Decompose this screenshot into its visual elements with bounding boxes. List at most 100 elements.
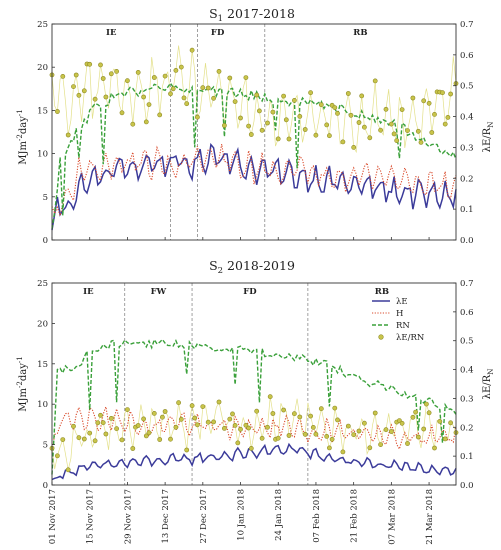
ratio-point <box>246 123 251 129</box>
ratio-point <box>87 61 93 67</box>
ratio-point <box>114 69 119 74</box>
ratio-point <box>92 438 98 444</box>
series-line-H <box>51 144 457 218</box>
ratio-point <box>189 47 195 53</box>
x-tick-label: 21 Mar 2018 <box>425 489 435 545</box>
ratio-point <box>442 121 448 127</box>
y2-tick-label: 0.5 <box>460 82 474 92</box>
ratio-point <box>440 90 445 96</box>
x-tick-label: 27 Dec 2017 <box>199 489 209 543</box>
phase-label: FW <box>151 287 167 297</box>
ratio-point <box>216 69 222 74</box>
ratio-point <box>361 420 367 426</box>
ratio-point <box>98 412 103 418</box>
series-ratio-connector <box>51 396 457 470</box>
ratio-point <box>345 91 351 96</box>
y-tick-label: 25 <box>37 279 48 289</box>
y2-tick-label: 0.0 <box>460 236 474 246</box>
ratio-point <box>176 400 181 406</box>
ratio-point <box>324 433 330 439</box>
ratio-point <box>318 102 324 108</box>
ratio-point <box>76 92 82 98</box>
ratio-point <box>243 75 249 80</box>
ratio-point <box>55 453 60 459</box>
y2-tick-label: 0.0 <box>460 481 474 491</box>
y2-tick-label: 0.4 <box>460 366 474 376</box>
ratio-point <box>361 124 367 130</box>
ratio-point <box>232 99 238 104</box>
ratio-point <box>211 95 216 101</box>
y-tick-label: 10 <box>37 400 48 410</box>
legend-label: RN <box>396 321 410 331</box>
ratio-point <box>125 407 130 412</box>
ratio-point <box>60 74 66 79</box>
ratio-point <box>348 112 354 118</box>
x-tick-label: 10 Jan 2018 <box>237 489 247 541</box>
ratio-point <box>351 144 357 150</box>
ratio-point <box>351 432 357 438</box>
ratio-point <box>76 435 82 441</box>
x-tick-label: 13 Dec 2017 <box>161 489 171 543</box>
ratio-point <box>448 420 453 426</box>
ratio-point <box>55 109 60 114</box>
ratio-point <box>383 427 389 433</box>
ratio-point <box>410 95 416 101</box>
ratio-point <box>445 115 451 120</box>
ratio-point <box>259 127 265 133</box>
plot-area: IE FD RB 0 5 10 15 20 25 0.0 0.1 0.2 0.3 0.4 0.5 0.6 0.7 <box>37 20 473 246</box>
y-tick-label: 0 <box>43 236 48 246</box>
ratio-point <box>324 122 330 128</box>
ratio-point <box>200 85 206 91</box>
y-tick-label: 20 <box>37 319 48 329</box>
phase-label: FD <box>211 28 225 38</box>
y2-tick-label: 0.3 <box>460 143 474 153</box>
ratio-point <box>437 418 443 424</box>
ratio-point <box>178 416 184 422</box>
ratio-point <box>100 420 106 426</box>
ratio-point <box>335 417 340 423</box>
phase-label: IE <box>83 287 94 297</box>
plot-area: IE FW FD RB 0 5 10 15 20 25 0.0 0.1 0.2 0.3 0.4 0.5 0.6 0… <box>37 279 473 545</box>
y2-tick-label: 0.1 <box>460 205 474 215</box>
ratio-point <box>173 424 179 430</box>
ratio-point <box>103 94 109 100</box>
ratio-point <box>248 132 254 137</box>
y2-tick-label: 0.7 <box>460 279 474 289</box>
ratio-point <box>410 414 416 420</box>
y-tick-label: 20 <box>37 63 48 73</box>
ratio-point <box>162 73 168 79</box>
ratio-point <box>318 406 324 412</box>
ratio-point <box>313 132 319 138</box>
ratio-point <box>65 467 71 473</box>
legend-label: λE <box>396 297 408 307</box>
ratio-point <box>326 133 332 139</box>
ratio-point <box>270 411 276 416</box>
x-tick-label: 07 Mar 2018 <box>387 489 397 545</box>
ratio-point <box>297 414 303 420</box>
ratio-point <box>162 409 168 414</box>
ratio-point <box>103 431 109 437</box>
ratio-point <box>432 445 437 451</box>
ratio-point <box>302 431 308 437</box>
y-tick-label: 0 <box>43 481 48 491</box>
series-line-RN <box>51 338 457 475</box>
ratio-point <box>302 127 308 132</box>
ratio-point <box>151 410 157 416</box>
x-tick-label: 29 Nov 2017 <box>123 489 133 544</box>
ratio-point <box>227 416 233 422</box>
ratio-point <box>125 78 130 84</box>
ratio-point <box>254 408 260 414</box>
phase-label: RB <box>353 28 367 38</box>
ratio-point <box>238 115 243 121</box>
y2-tick-label: 0.6 <box>460 308 474 318</box>
ratio-point <box>286 136 292 142</box>
y2-tick-label: 0.3 <box>460 394 474 404</box>
ratio-point <box>399 420 405 426</box>
ratio-point <box>426 410 432 416</box>
y-axis-title: MJm-2day-1 <box>16 109 29 164</box>
ratio-point <box>281 93 286 99</box>
panel-s2: S2 2018-2019 MJm-2day-1 λE/RN IE FW FD RB 0 5… <box>16 258 495 545</box>
ratio-point <box>157 112 163 118</box>
ratio-point <box>119 437 125 443</box>
ratio-point <box>291 411 297 417</box>
